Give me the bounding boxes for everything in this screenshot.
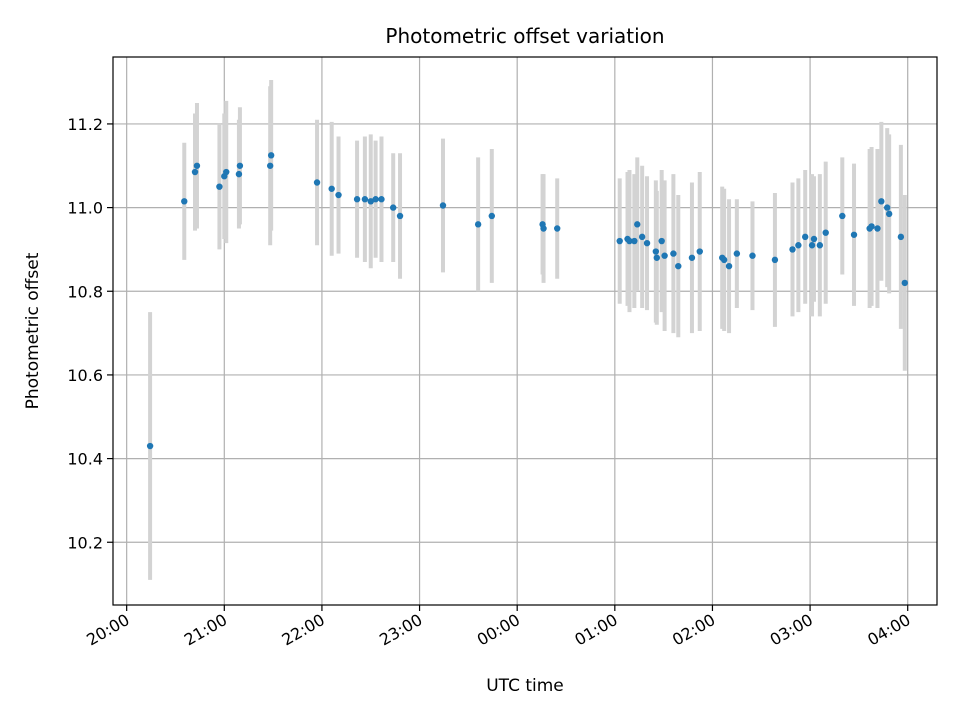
x-tick-label: 20:00 (83, 610, 132, 650)
x-tick-label: 23:00 (376, 610, 425, 650)
data-point (616, 237, 623, 245)
data-point (631, 237, 638, 245)
data-point (389, 204, 397, 211)
data-point (313, 179, 321, 186)
data-point (181, 198, 188, 205)
y-axis-ticks: 10.2 10.4 10.6 10.8 11.0 11.2 (67, 115, 113, 552)
y-tick-label: 10.4 (67, 450, 103, 469)
data-point (540, 225, 547, 232)
data-point (661, 252, 668, 259)
y-tick-label: 11.0 (67, 199, 103, 218)
data-point (688, 254, 696, 261)
data-point (439, 202, 447, 209)
data-point (643, 239, 651, 247)
data-point (216, 183, 223, 190)
data-points (146, 152, 908, 450)
data-point (361, 196, 369, 203)
data-point (638, 233, 646, 241)
data-point (335, 191, 342, 199)
x-axis-label: UTC time (486, 676, 564, 696)
data-point (897, 233, 905, 241)
data-point (808, 242, 816, 249)
data-point (328, 185, 335, 192)
data-point (801, 233, 809, 241)
data-point (675, 262, 682, 270)
data-point (901, 279, 908, 287)
data-point (810, 235, 818, 243)
y-tick-label: 10.6 (67, 366, 103, 385)
data-point (884, 204, 891, 211)
chart-title: Photometric offset variation (385, 24, 664, 48)
data-point (367, 198, 374, 205)
y-axis-label: Photometric offset (23, 252, 43, 409)
data-point (874, 225, 881, 232)
data-point (554, 225, 561, 232)
x-axis-ticks: 20:00 21:00 22:00 23:00 00:00 01:00 02:00 03:00… (83, 605, 914, 650)
data-point (193, 162, 201, 169)
data-point (267, 152, 275, 159)
data-point (885, 210, 893, 218)
data-point (653, 254, 661, 261)
data-point (868, 223, 875, 230)
data-point (839, 212, 846, 220)
data-point (749, 252, 756, 259)
data-point (372, 196, 379, 203)
data-point (822, 229, 829, 236)
x-tick-label: 01:00 (571, 610, 620, 650)
grid (113, 57, 937, 605)
data-point (720, 256, 728, 264)
data-point (878, 198, 885, 205)
data-point (626, 237, 633, 245)
data-point (789, 246, 796, 253)
y-tick-label: 10.2 (67, 533, 103, 552)
plot-frame (112, 56, 938, 606)
data-point (795, 242, 802, 249)
y-tick-label: 11.2 (67, 115, 103, 134)
data-point (378, 196, 385, 203)
data-point (771, 256, 779, 264)
data-point (634, 221, 641, 228)
data-point (725, 262, 733, 270)
data-point (235, 170, 243, 178)
data-point (266, 162, 274, 169)
data-point (146, 442, 154, 450)
x-tick-label: 02:00 (669, 610, 718, 650)
data-point (816, 242, 824, 249)
x-tick-label: 03:00 (767, 610, 816, 650)
x-tick-label: 22:00 (278, 610, 327, 650)
data-point (652, 248, 660, 255)
data-point (696, 248, 703, 255)
y-tick-label: 10.8 (67, 282, 103, 301)
x-tick-label: 00:00 (474, 610, 523, 650)
data-point (236, 162, 244, 169)
data-point (488, 212, 496, 220)
error-bars (148, 80, 907, 580)
data-point (353, 196, 361, 203)
data-point (474, 221, 482, 228)
data-point (670, 250, 677, 257)
data-point (850, 231, 858, 238)
x-tick-label: 21:00 (181, 610, 230, 650)
data-point (223, 168, 230, 176)
data-point (658, 237, 665, 245)
data-point (191, 168, 199, 176)
data-point (733, 250, 741, 257)
data-point (396, 212, 404, 220)
x-tick-label: 04:00 (864, 610, 913, 650)
